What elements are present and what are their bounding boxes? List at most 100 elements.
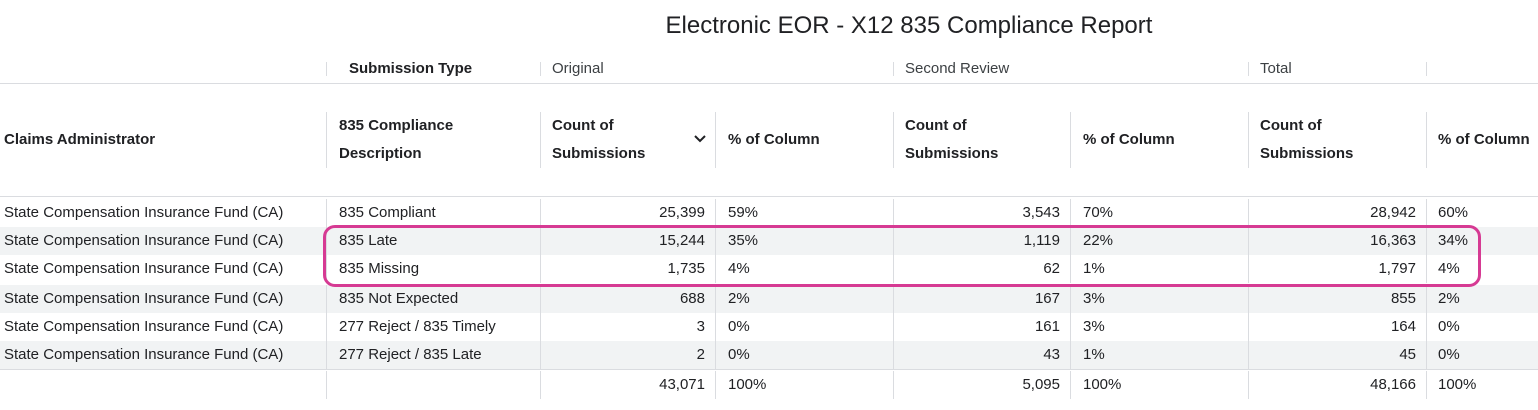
divider bbox=[1248, 285, 1249, 313]
second-review-pct-cell: 70% bbox=[1083, 204, 1114, 221]
description-cell: 835 Missing bbox=[339, 260, 420, 277]
second-review-count-cell: 1,119 bbox=[1023, 232, 1060, 249]
divider bbox=[540, 112, 541, 168]
divider bbox=[715, 199, 716, 227]
original-count-total: 43,071 bbox=[659, 376, 705, 393]
divider bbox=[540, 62, 541, 76]
table-row[interactable]: State Compensation Insurance Fund (CA) 8… bbox=[0, 199, 1538, 227]
chevron-down-icon[interactable] bbox=[694, 135, 706, 143]
total-count-cell: 855 bbox=[1390, 290, 1416, 307]
divider bbox=[1248, 341, 1249, 369]
original-pct-total: 100% bbox=[728, 376, 767, 393]
divider bbox=[893, 371, 894, 399]
table-row[interactable]: State Compensation Insurance Fund (CA) 8… bbox=[0, 255, 1538, 283]
column-header-line: Count of bbox=[552, 117, 614, 134]
table-row[interactable]: State Compensation Insurance Fund (CA) 2… bbox=[0, 313, 1538, 341]
divider bbox=[893, 227, 894, 255]
divider bbox=[715, 313, 716, 341]
divider bbox=[540, 313, 541, 341]
column-header-line: Submissions bbox=[1260, 145, 1354, 162]
totals-divider bbox=[0, 369, 1538, 370]
table-row[interactable]: State Compensation Insurance Fund (CA) 8… bbox=[0, 227, 1538, 255]
divider bbox=[715, 285, 716, 313]
divider bbox=[1248, 199, 1249, 227]
total-pct-cell: 60% bbox=[1438, 204, 1469, 221]
divider bbox=[326, 371, 327, 399]
second-review-count-total: 5,095 bbox=[1022, 376, 1060, 393]
description-cell: 835 Not Expected bbox=[339, 290, 459, 307]
original-pct-cell: 35% bbox=[728, 232, 759, 249]
divider bbox=[1070, 285, 1071, 313]
group-header-second-review: Second Review bbox=[905, 60, 1010, 77]
divider bbox=[893, 255, 894, 283]
column-header-total-pct[interactable]: % of Column bbox=[1438, 131, 1530, 148]
description-cell: 835 Late bbox=[339, 232, 398, 249]
divider bbox=[326, 313, 327, 341]
table-row[interactable]: State Compensation Insurance Fund (CA) 8… bbox=[0, 285, 1538, 313]
total-count-cell: 28,942 bbox=[1370, 204, 1416, 221]
divider bbox=[1426, 62, 1427, 76]
divider bbox=[1426, 255, 1427, 283]
table-row[interactable]: State Compensation Insurance Fund (CA) 2… bbox=[0, 341, 1538, 369]
divider bbox=[326, 62, 327, 76]
column-header-original-pct[interactable]: % of Column bbox=[728, 131, 820, 148]
divider bbox=[893, 313, 894, 341]
original-pct-cell: 0% bbox=[728, 318, 750, 335]
total-pct-cell: 0% bbox=[1438, 318, 1460, 335]
total-count-cell: 16,363 bbox=[1370, 232, 1416, 249]
divider bbox=[540, 285, 541, 313]
divider bbox=[326, 199, 327, 227]
divider bbox=[715, 112, 716, 168]
divider bbox=[1070, 227, 1071, 255]
divider bbox=[1248, 227, 1249, 255]
claims-admin-cell: State Compensation Insurance Fund (CA) bbox=[4, 318, 284, 335]
total-pct-cell: 0% bbox=[1438, 346, 1460, 363]
divider bbox=[1426, 112, 1427, 168]
group-header-total: Total bbox=[1260, 60, 1292, 77]
second-review-count-cell: 167 bbox=[1034, 290, 1060, 307]
column-header-claims-administrator[interactable]: Claims Administrator bbox=[4, 131, 156, 148]
claims-admin-cell: State Compensation Insurance Fund (CA) bbox=[4, 290, 284, 307]
column-header-second-review-pct[interactable]: % of Column bbox=[1083, 131, 1175, 148]
divider bbox=[326, 341, 327, 369]
divider bbox=[326, 255, 327, 283]
column-header-line: Submissions bbox=[552, 145, 646, 162]
divider bbox=[1426, 285, 1427, 313]
divider bbox=[1248, 62, 1249, 76]
divider bbox=[893, 199, 894, 227]
original-count-cell: 1,735 bbox=[667, 260, 705, 277]
divider bbox=[893, 112, 894, 168]
second-review-count-cell: 3,543 bbox=[1022, 204, 1060, 221]
header-divider bbox=[0, 83, 1538, 84]
divider bbox=[540, 255, 541, 283]
divider bbox=[1426, 371, 1427, 399]
totals-row: 43,071 100% 5,095 100% 48,166 100% bbox=[0, 371, 1538, 399]
divider bbox=[715, 371, 716, 399]
column-header-line: 835 Compliance bbox=[339, 117, 454, 134]
divider bbox=[893, 62, 894, 76]
original-pct-cell: 2% bbox=[728, 290, 750, 307]
divider bbox=[1070, 255, 1071, 283]
second-review-pct-cell: 3% bbox=[1083, 318, 1105, 335]
original-pct-cell: 4% bbox=[728, 260, 750, 277]
original-pct-cell: 59% bbox=[728, 204, 759, 221]
total-count-cell: 164 bbox=[1390, 318, 1416, 335]
divider bbox=[540, 371, 541, 399]
divider bbox=[1248, 112, 1249, 168]
divider bbox=[1070, 371, 1071, 399]
total-pct-cell: 4% bbox=[1438, 260, 1460, 277]
header-divider bbox=[0, 196, 1538, 197]
column-header-line: Submissions bbox=[905, 145, 999, 162]
total-count-total: 48,166 bbox=[1370, 376, 1416, 393]
original-count-cell: 2 bbox=[696, 346, 705, 363]
second-review-count-cell: 43 bbox=[1043, 346, 1060, 363]
claims-admin-cell: State Compensation Insurance Fund (CA) bbox=[4, 232, 284, 249]
second-review-pct-cell: 1% bbox=[1083, 260, 1105, 277]
divider bbox=[1070, 313, 1071, 341]
claims-admin-cell: State Compensation Insurance Fund (CA) bbox=[4, 260, 284, 277]
column-header-line: Count of bbox=[1260, 117, 1322, 134]
description-cell: 277 Reject / 835 Timely bbox=[339, 318, 496, 335]
divider bbox=[540, 199, 541, 227]
divider bbox=[540, 227, 541, 255]
